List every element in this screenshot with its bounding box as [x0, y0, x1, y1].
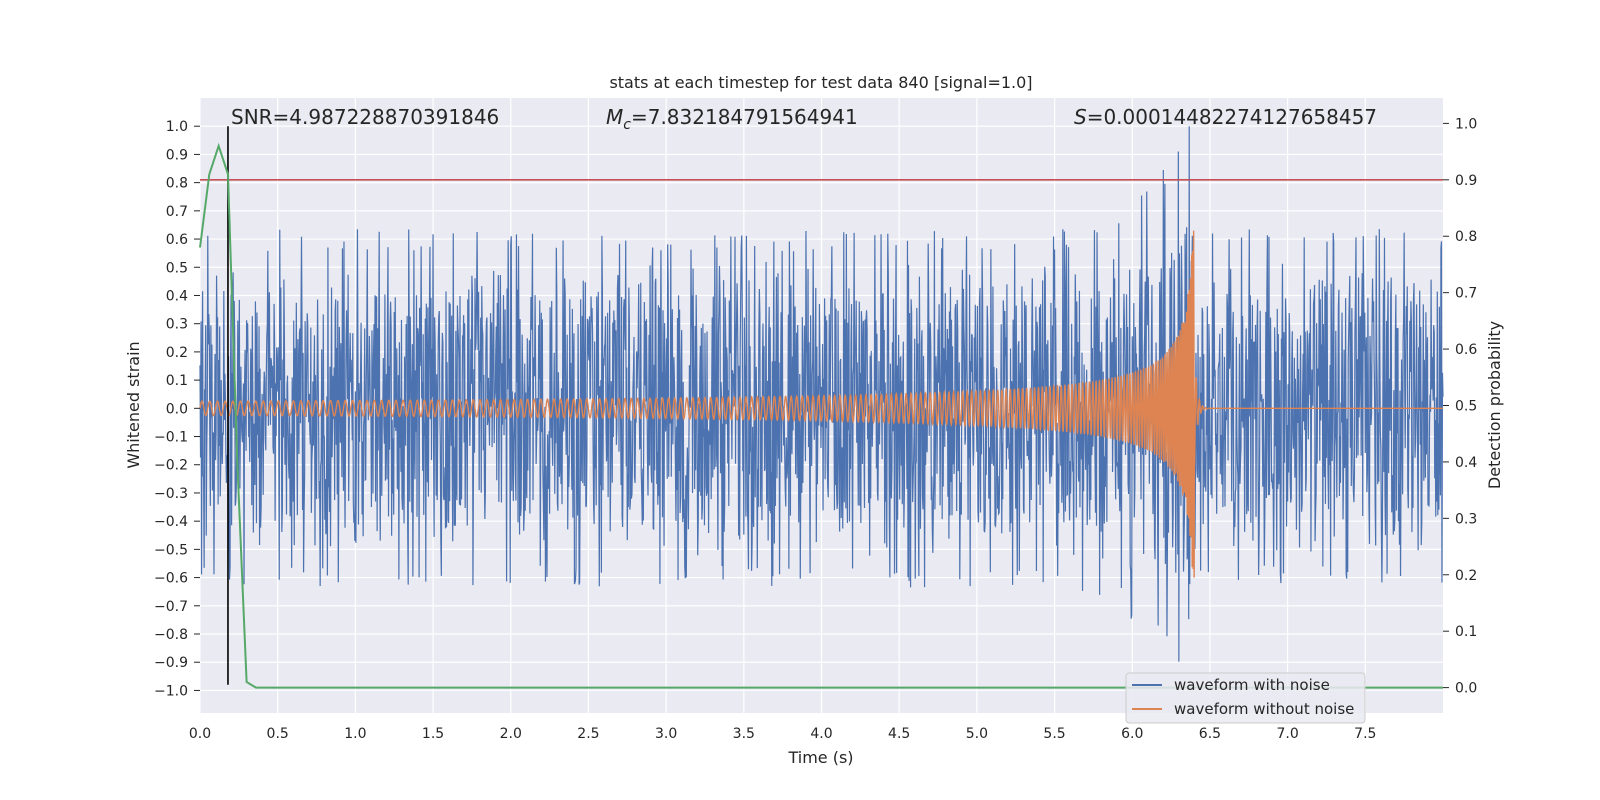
y-tick-label-9: 0.1 — [166, 373, 188, 389]
x-tick-label-2: 1.0 — [344, 726, 366, 742]
y2-tick-label-3: 0.7 — [1455, 286, 1477, 302]
x-tick-label-15: 7.5 — [1354, 726, 1376, 742]
y-tick-label-4: 0.6 — [166, 232, 188, 248]
chirp-mass-annotation: Mc=7.832184791564941 — [606, 105, 858, 133]
y-tick-label-13: −0.3 — [154, 486, 188, 502]
y-tick-label-12: −0.2 — [154, 458, 188, 474]
y-tick-label-20: −1.0 — [154, 683, 188, 699]
x-tick-label-1: 0.5 — [267, 726, 289, 742]
y2-tick-label-5: 0.5 — [1455, 399, 1477, 415]
y-tick-label-11: −0.1 — [154, 430, 188, 446]
y2-tick-label-9: 0.1 — [1455, 624, 1477, 640]
y2-tick-label-4: 0.6 — [1455, 342, 1477, 358]
y-tick-label-5: 0.5 — [166, 260, 188, 276]
legend-label-waveform-with-noise: waveform with noise — [1174, 676, 1330, 694]
y-tick-label-8: 0.2 — [166, 345, 188, 361]
x-tick-label-13: 6.5 — [1199, 726, 1221, 742]
s-value: =0.00014482274127658457 — [1087, 105, 1377, 129]
y-tick-label-2: 0.8 — [166, 176, 188, 192]
s-symbol: S — [1074, 105, 1087, 129]
s-annotation: S=0.00014482274127658457 — [1074, 105, 1377, 129]
y-tick-label-14: −0.4 — [154, 514, 188, 530]
chart-title: stats at each timestep for test data 840… — [609, 73, 1032, 92]
series-waveform-with-noise — [199, 126, 1444, 662]
y2-tick-label-7: 0.3 — [1455, 511, 1477, 527]
y2-tick-label-6: 0.4 — [1455, 455, 1477, 471]
y2-tick-label-2: 0.8 — [1455, 229, 1477, 245]
x-axis-ticks: 0.0 0.5 1.0 1.5 2.0 2.5 3.0 3.5 4.0 4.5 5.0 5.5 6.0 6… — [189, 726, 1377, 742]
chirp-mass-subscript: c — [623, 117, 631, 133]
y-tick-label-17: −0.7 — [154, 599, 188, 615]
y-tick-label-15: −0.5 — [154, 542, 188, 558]
x-tick-label-12: 6.0 — [1121, 726, 1143, 742]
y-tick-label-18: −0.8 — [154, 627, 188, 643]
y-tick-label-1: 0.9 — [166, 147, 188, 163]
x-tick-label-4: 2.0 — [500, 726, 522, 742]
x-tick-label-0: 0.0 — [189, 726, 211, 742]
y2-tick-label-1: 0.9 — [1455, 173, 1477, 189]
y-tick-label-16: −0.6 — [154, 571, 188, 587]
series-waveform-without-noise — [199, 230, 1443, 578]
y2-tick-label-0: 1.0 — [1455, 116, 1477, 132]
legend: waveform with noise waveform without noi… — [1125, 672, 1366, 724]
y2-tick-label-10: 0.0 — [1455, 681, 1477, 697]
x-tick-label-9: 4.5 — [888, 726, 910, 742]
x-axis-label: Time (s) — [787, 748, 853, 767]
x-tick-label-5: 2.5 — [577, 726, 599, 742]
y-tick-label-6: 0.4 — [166, 288, 188, 304]
chirp-mass-symbol: M — [606, 105, 623, 129]
series-line-waveform-without-noise — [199, 230, 1443, 578]
y-tick-label-0: 1.0 — [166, 119, 188, 135]
legend-label-waveform-without-noise: waveform without noise — [1174, 700, 1354, 718]
y-tick-label-3: 0.7 — [166, 204, 188, 220]
series-line-waveform-with-noise — [199, 126, 1444, 662]
y2-axis-label: Detection probability — [1485, 321, 1504, 489]
y2-axis-ticks: 1.0 0.9 0.8 0.7 0.6 0.5 0.4 0.3 0.2 0.1 0.0 — [1443, 116, 1477, 697]
y-axis-ticks: 1.0 0.9 0.8 0.7 0.6 0.5 0.4 0.3 0.2 0.1 0.0 −0.1 −0.… — [154, 119, 200, 699]
x-tick-label-14: 7.0 — [1276, 726, 1298, 742]
y2-tick-label-8: 0.2 — [1455, 568, 1477, 584]
y-axis-label: Whitened strain — [124, 341, 143, 468]
x-tick-label-11: 5.5 — [1043, 726, 1065, 742]
series-detection-probability — [199, 142, 1443, 689]
series-line-detection-probability — [199, 142, 1443, 689]
chirp-mass-value: =7.832184791564941 — [631, 105, 858, 129]
x-tick-label-8: 4.0 — [810, 726, 832, 742]
y-tick-label-7: 0.3 — [166, 317, 188, 333]
legend-box — [1125, 672, 1366, 724]
x-tick-label-6: 3.0 — [655, 726, 677, 742]
snr-annotation: SNR=4.987228870391846 — [231, 105, 499, 129]
y-tick-label-10: 0.0 — [166, 401, 188, 417]
y-tick-label-19: −0.9 — [154, 655, 188, 671]
x-tick-label-7: 3.5 — [733, 726, 755, 742]
x-tick-label-3: 1.5 — [422, 726, 444, 742]
x-tick-label-10: 5.0 — [966, 726, 988, 742]
